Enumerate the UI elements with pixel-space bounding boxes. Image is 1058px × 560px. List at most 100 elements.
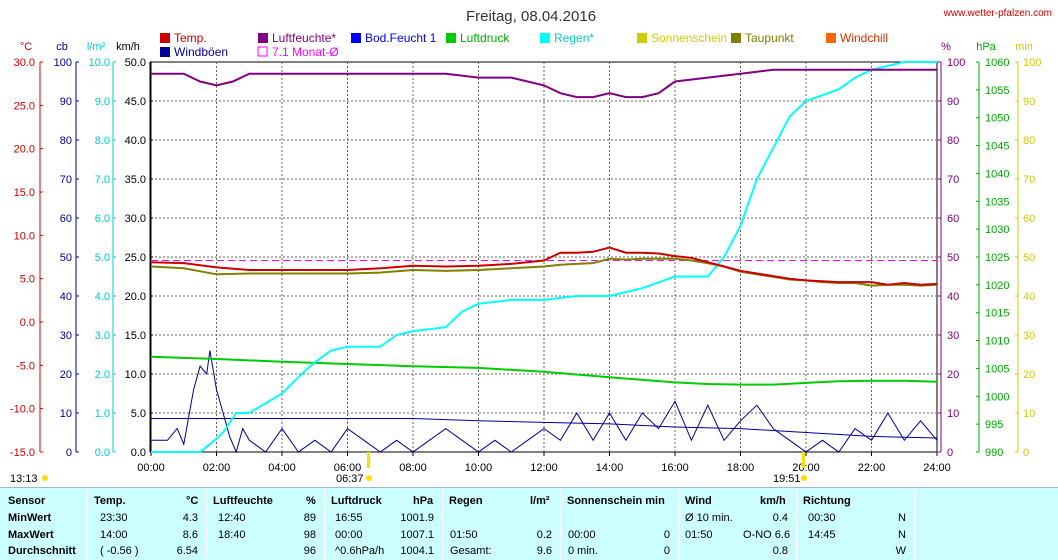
y-tick-label: 10.0 xyxy=(125,369,146,381)
table-cell-temp-val: 8.6 xyxy=(182,529,198,541)
table-cell-dir-val: N xyxy=(898,512,906,524)
y-tick-label: 0.0 xyxy=(20,317,35,329)
hdr-sun: Sonnenschein min xyxy=(567,495,665,507)
y-tick-label: 50.0 xyxy=(125,57,146,69)
legend-swatch xyxy=(637,33,647,43)
table-cell-sun-val: 0 xyxy=(663,529,670,541)
y-tick-label: 40.0 xyxy=(125,135,146,147)
y-tick-label: 0.0 xyxy=(95,447,110,459)
y-tick-label: 100 xyxy=(54,57,72,69)
table-cell-press-val: 1007.1 xyxy=(400,529,434,541)
chart-title: Freitag, 08.04.2016 xyxy=(466,8,596,25)
series-line-regen xyxy=(151,61,937,453)
y-tick-label: 70 xyxy=(947,174,959,186)
y-tick-label: 1.0 xyxy=(95,408,110,420)
x-tick-label: 02:00 xyxy=(203,462,231,474)
y-tick-label: 10 xyxy=(1023,408,1035,420)
y-axes: 30.0 25.0 20.0 15.0 10.0 5.0 0.0 -5.0 -10.0 -15.0… xyxy=(10,57,1041,459)
y-tick-label: 1040 xyxy=(985,168,1009,180)
y-tick-label: 30 xyxy=(60,330,72,342)
x-tick-label: 22:00 xyxy=(858,462,886,474)
x-tick-label: 00:00 xyxy=(137,462,165,474)
y-tick-label: 9.0 xyxy=(95,96,110,108)
y-tick-label: 0 xyxy=(1023,447,1029,459)
y-tick-label: 0.0 xyxy=(131,447,146,459)
axis-unit-label: °C xyxy=(20,41,32,53)
hdr-wind: Wind xyxy=(685,495,712,507)
col-divider xyxy=(914,488,915,560)
table-cell-hum-time: 12:40 xyxy=(218,512,246,524)
sunset-label: 19:51 xyxy=(773,473,801,485)
series-line-windb-en xyxy=(151,350,938,454)
legend-swatch xyxy=(258,33,268,43)
y-tick-label: 70 xyxy=(60,174,72,186)
y-tick-label: 60 xyxy=(60,213,72,225)
y-tick-label: 10.0 xyxy=(14,230,35,242)
table-cell-hum-time: 18:40 xyxy=(218,529,246,541)
axis-unit-label: hPa xyxy=(976,41,996,53)
summary-table: Sensor Temp. °C Luftfeuchte % Luftdruck … xyxy=(0,487,1058,560)
y-tick-label: 8.0 xyxy=(95,135,110,147)
y-tick-label: 1025 xyxy=(985,252,1009,264)
x-tick-label: 20:00 xyxy=(792,462,820,474)
table-cell-dir-time: 14:45 xyxy=(808,529,836,541)
sun-markers: 13:13 06:37 19:51 xyxy=(10,452,807,485)
sunrise-label: 06:37 xyxy=(336,473,364,485)
sunrise-marker xyxy=(367,452,370,468)
sunset-marker xyxy=(802,452,805,468)
table-cell-temp-time: ( -0.56 ) xyxy=(100,545,139,557)
legend-label: Luftdruck xyxy=(460,31,510,45)
y-tick-label: 1010 xyxy=(985,336,1009,348)
y-tick-label: 80 xyxy=(60,135,72,147)
axis-unit-label: km/h xyxy=(116,41,140,53)
hdr-sensor: Sensor xyxy=(8,495,46,507)
y-tick-label: 1000 xyxy=(985,391,1009,403)
table-cell-temp-time: 14:00 xyxy=(100,529,128,541)
table-cell-sun-time: 00:00 xyxy=(568,529,596,541)
legend-label: Taupunkt xyxy=(745,31,794,45)
legend-swatch xyxy=(160,47,170,57)
hdr-rain: Regen xyxy=(449,495,483,507)
x-tick-label: 12:00 xyxy=(530,462,558,474)
table-cell-temp-time: 23:30 xyxy=(100,512,128,524)
y-tick-label: 1055 xyxy=(985,85,1009,97)
y-tick-label: 40 xyxy=(60,291,72,303)
y-tick-label: 15.0 xyxy=(14,187,35,199)
x-tick-label: 24:00 xyxy=(923,462,951,474)
y-tick-label: 1060 xyxy=(985,57,1009,69)
x-tick-label: 08:00 xyxy=(399,462,427,474)
table-cell-wind-val: 0.8 xyxy=(772,545,788,557)
hdr-rain-unit: l/m² xyxy=(530,495,550,507)
y-tick-label: 995 xyxy=(985,419,1003,431)
y-tick-label: 100 xyxy=(947,57,965,69)
legend-swatch xyxy=(257,46,268,57)
series-line-wind-10-min xyxy=(151,418,938,439)
y-tick-label: 6.0 xyxy=(95,213,110,225)
daylength-label: 13:13 xyxy=(10,473,38,485)
hdr-wind-unit: km/h xyxy=(760,495,786,507)
table-cell-label: MinWert xyxy=(8,512,52,524)
table-cell-wind-time: 01:50 xyxy=(685,529,713,541)
sunset-sun-icon xyxy=(801,475,807,481)
legend-label: Luftfeuchte* xyxy=(272,31,336,45)
col-divider xyxy=(206,488,207,560)
table-cell-hum-val: 98 xyxy=(303,529,316,541)
legend-swatch xyxy=(731,33,741,43)
y-tick-label: 10 xyxy=(947,408,959,420)
table-cell-sun-time: 0 min. xyxy=(568,545,598,557)
table-cell-label: Durchschnitt xyxy=(8,545,76,557)
table-cell-hum-val: 89 xyxy=(303,512,316,524)
legend-swatch xyxy=(446,33,456,43)
y-tick-label: 60 xyxy=(947,213,959,225)
legend-label: Windböen xyxy=(174,45,228,59)
y-tick-label: 70 xyxy=(1023,174,1035,186)
legend-label: Sonnenschein xyxy=(651,31,727,45)
site-url[interactable]: www.wetter-pfalzen.com xyxy=(943,8,1052,19)
table-cell-hum-val: 96 xyxy=(303,545,316,557)
y-tick-label: 10.0 xyxy=(89,57,110,69)
y-tick-label: -5.0 xyxy=(16,360,35,372)
y-tick-label: 20 xyxy=(947,369,959,381)
table-cell-press-time: ^0.6hPa/h xyxy=(335,545,385,557)
y-tick-label: 5.0 xyxy=(131,408,146,420)
y-tick-label: 40 xyxy=(1023,291,1035,303)
